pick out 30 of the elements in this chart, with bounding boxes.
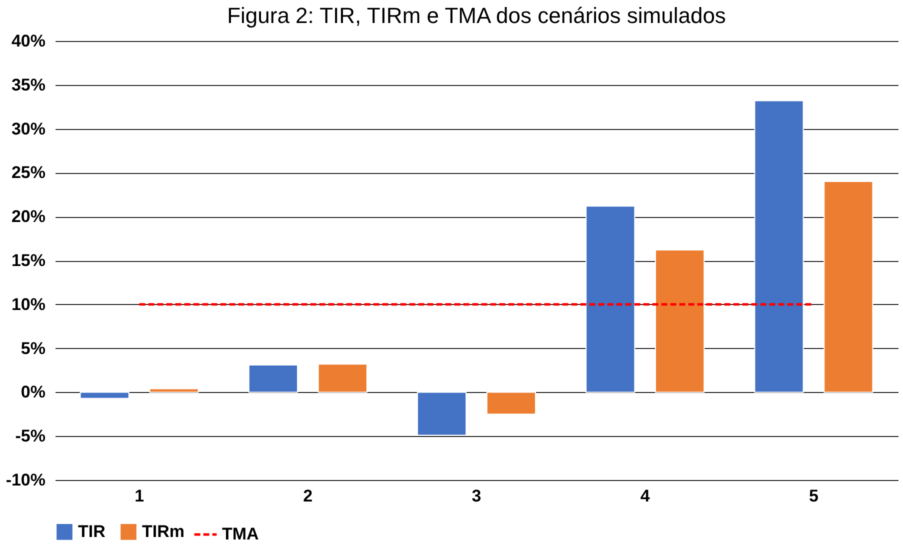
bar [486,392,536,415]
y-tick-label: 20% [11,207,46,226]
y-tick-label: 30% [11,119,46,138]
x-tick-label: 2 [303,486,313,506]
bar [586,206,636,393]
y-tick-label: 35% [11,75,46,94]
bar [655,249,705,393]
x-tick-label: 1 [134,486,144,506]
y-tick-label: 0% [20,382,46,402]
y-tick-label: -5% [15,426,46,446]
bar [416,392,467,436]
x-tick-label: 4 [640,486,650,506]
bar [824,180,874,393]
y-tick-label: 40% [11,32,46,50]
y-tick-label: 15% [11,251,46,270]
bar [149,388,199,393]
y-tick-label: -10% [6,470,46,490]
bar [80,392,130,399]
y-tick-label: 10% [11,294,46,314]
legend-label: TIR [78,522,106,541]
bar [248,364,298,393]
x-tick-label: 3 [472,486,482,506]
bar [754,100,804,393]
legend-label: TIRm [142,522,184,541]
x-tick-label: 5 [808,486,818,506]
y-tick-label: 5% [20,338,46,358]
bar [318,364,368,393]
y-tick-label: 25% [11,163,46,182]
legend-label: TMA [222,524,259,544]
chart-title: Figura 2: TIR, TIRm e TMA dos cenários simulados [227,3,726,28]
